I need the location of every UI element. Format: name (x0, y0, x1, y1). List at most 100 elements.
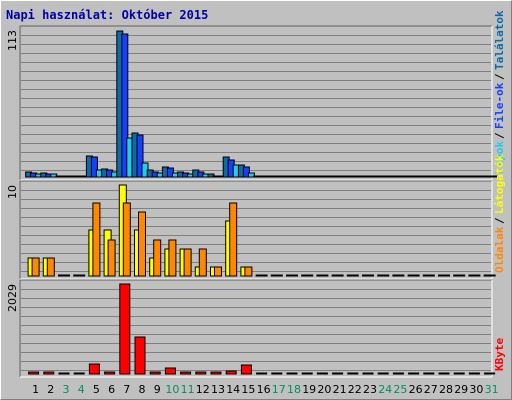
legend-separator: / (493, 132, 506, 139)
bar-KByte-day-27 (423, 372, 435, 375)
bar-Oldalak-day-24 (381, 274, 390, 277)
bar-KByte-day-4 (73, 372, 85, 375)
panel-top: 113 Lapok / File-ok / Találatok (6, 10, 506, 181)
bar-Oldalak-day-27 (426, 274, 435, 277)
panel-bottom: 2029 KByte (6, 279, 506, 378)
bar-Oldalak-day-14 (229, 202, 238, 277)
day-label-30: 30 (469, 383, 483, 396)
bar-Oldalak-day-3 (62, 274, 70, 277)
bar-KByte-day-8 (134, 336, 146, 375)
day-label-28: 28 (439, 383, 453, 396)
bar-File-ok-day-15 (242, 166, 250, 178)
bar-Oldalak-day-4 (77, 274, 86, 277)
bar-Oldalak-day-16 (259, 274, 268, 277)
chart-title: Napi használat: Október 2015 (6, 8, 208, 22)
bar-Oldalak-day-7 (122, 202, 131, 277)
bar-KByte-day-10 (164, 367, 176, 375)
bar-Oldalak-day-17 (274, 274, 283, 277)
day-label-11: 11 (181, 383, 195, 396)
day-label-24: 24 (378, 383, 392, 396)
day-label-2: 2 (47, 383, 54, 396)
bar-KByte-day-6 (104, 371, 116, 375)
legend-separator: / (493, 217, 506, 224)
legend-bottom: KByte (493, 338, 506, 371)
day-label-21: 21 (333, 383, 347, 396)
bar-KByte-day-30 (468, 372, 480, 375)
bar-Oldalak-day-28 (442, 274, 450, 277)
day-label-14: 14 (226, 383, 240, 396)
bar-KByte-day-26 (408, 372, 420, 375)
bar-Oldalak-day-21 (335, 274, 344, 277)
day-label-17: 17 (272, 383, 286, 396)
bar-Oldalak-day-6 (107, 239, 116, 277)
legend-separator: / (493, 73, 506, 80)
bar-KByte-day-15 (240, 364, 252, 375)
legend-file-ok: File-ok (493, 82, 506, 129)
bar-KByte-day-23 (362, 372, 374, 375)
panel-background (20, 26, 492, 180)
bar-KByte-day-21 (332, 372, 344, 375)
bar-KByte-day-9 (149, 371, 161, 375)
y-max-label: 2029 (6, 284, 19, 312)
y-max-label: 10 (6, 185, 19, 199)
day-label-29: 29 (454, 383, 468, 396)
day-label-31: 31 (485, 383, 499, 396)
bar-Oldalak-day-23 (366, 274, 374, 277)
legend-látogatók: Látogatók (493, 154, 506, 214)
chart-panels: 113 Lapok / File-ok / Találatok 10 Oldalak / Láto… (6, 10, 506, 378)
bar-Oldalak-day-29 (457, 274, 466, 277)
bar-Oldalak-day-13 (214, 266, 222, 277)
day-label-13: 13 (211, 383, 225, 396)
bar-Oldalak-day-20 (320, 274, 329, 277)
bar-KByte-day-22 (347, 372, 359, 375)
day-label-20: 20 (317, 383, 331, 396)
bar-Oldalak-day-18 (290, 274, 298, 277)
day-label-3: 3 (63, 383, 70, 396)
bar-KByte-day-29 (453, 372, 465, 375)
bar-File-ok-day-5 (90, 156, 98, 178)
bar-Lapok-day-31 (491, 175, 499, 178)
bar-KByte-day-17 (271, 372, 283, 375)
day-label-27: 27 (424, 383, 438, 396)
legend-találatok: Találatok (493, 10, 506, 70)
bar-KByte-day-24 (377, 372, 389, 375)
bar-Oldalak-day-19 (305, 274, 314, 277)
day-label-6: 6 (108, 383, 115, 396)
bar-KByte-day-14 (225, 370, 237, 375)
bar-Oldalak-day-22 (350, 274, 359, 277)
day-label-12: 12 (196, 383, 210, 396)
day-label-25: 25 (393, 383, 407, 396)
legend-kbyte: KByte (493, 338, 506, 371)
bar-KByte-day-12 (195, 371, 207, 375)
day-label-23: 23 (363, 383, 377, 396)
bar-Oldalak-day-26 (411, 274, 420, 277)
day-label-1: 1 (32, 383, 39, 396)
day-label-16: 16 (257, 383, 271, 396)
bar-Oldalak-day-30 (472, 274, 481, 277)
bar-Oldalak-day-31 (487, 274, 496, 277)
bar-KByte-day-13 (210, 371, 222, 375)
legend-top: Lapok / File-ok / Találatok (493, 10, 506, 174)
bar-KByte-day-2 (43, 371, 55, 375)
bar-Lapok-day-15 (247, 172, 255, 178)
day-label-15: 15 (241, 383, 255, 396)
panel-background (20, 280, 492, 377)
bar-Oldalak-day-10 (168, 239, 177, 277)
x-axis-day-labels: 1 2 3 4 5 6 7 8 9 10 11 12 13 14 15 16 17 18 19 20 21 22 23 24 2… (32, 383, 499, 396)
day-label-4: 4 (78, 383, 85, 396)
bar-Oldalak-day-8 (138, 211, 146, 277)
bar-KByte-day-18 (286, 372, 298, 375)
legend-lapok: Lapok (493, 141, 506, 174)
bar-Oldalak-day-11 (183, 248, 192, 277)
bar-KByte-day-25 (392, 372, 404, 375)
bar-KByte-day-7 (119, 283, 131, 375)
legend-middle: Oldalak / Látogatók (493, 154, 506, 273)
y-max-label: 113 (6, 30, 19, 51)
day-label-5: 5 (93, 383, 100, 396)
bar-KByte-day-31 (484, 372, 496, 375)
bar-Oldalak-day-1 (31, 257, 40, 277)
bar-Oldalak-day-2 (46, 257, 55, 277)
bar-Oldalak-day-15 (244, 266, 253, 277)
day-label-10: 10 (165, 383, 179, 396)
